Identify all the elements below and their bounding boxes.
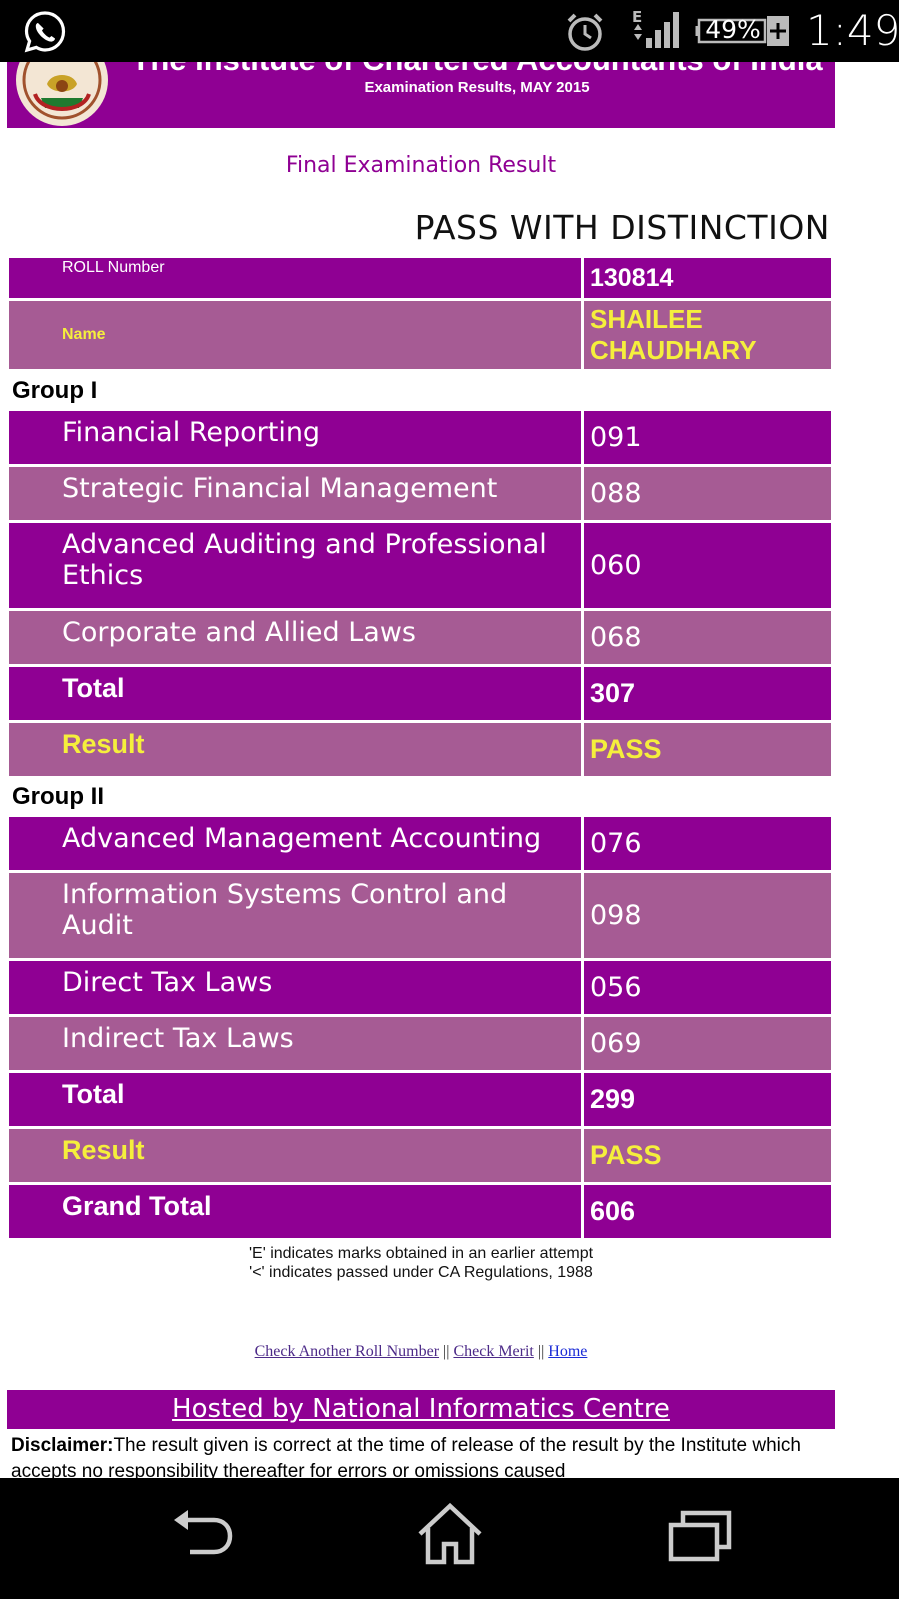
table-row: ROLL Number 130814 [9,258,834,301]
subject-marks: 076 [584,817,834,873]
subject-marks: 056 [584,961,834,1017]
whatsapp-icon [24,11,66,53]
table-row: Strategic Financial Management 088 [9,467,834,523]
battery-icon [695,16,789,46]
total-value: 299 [584,1073,834,1129]
home-link[interactable]: Home [548,1343,588,1360]
table-row: Financial Reporting 091 [9,411,834,467]
result-value: PASS [584,1129,834,1185]
table-row: Name SHAILEE CHAUDHARY [9,301,834,372]
subject-marks: 091 [584,411,834,467]
table-row: Grand Total 606 [9,1185,834,1241]
name-label: Name [9,301,584,372]
result-value: PASS [584,723,834,779]
roll-value: 130814 [584,258,834,301]
disclaimer-label: Disclaimer: [11,1435,114,1456]
footer-links: Check Another Roll Number || Check Merit… [0,1343,842,1361]
table-row: Total 307 [9,667,834,723]
total-label: Total [9,667,584,723]
status-bar: E 49% 1:49 [0,0,899,62]
link-separator: || [533,1343,549,1360]
check-merit-link[interactable]: Check Merit [453,1343,534,1360]
roll-label: ROLL Number [9,258,584,301]
subject-name: Strategic Financial Management [9,467,584,523]
total-label: Total [9,1073,584,1129]
group-1-table: Financial Reporting 091 Strategic Financ… [9,411,834,779]
battery-percent: 49% [705,15,761,44]
back-icon[interactable] [170,1506,236,1562]
grand-total-value: 606 [584,1185,834,1241]
banner-subtitle: Examination Results, MAY 2015 [364,79,590,96]
total-value: 307 [584,667,834,723]
disclaimer: Disclaimer:The result given is correct a… [11,1433,831,1485]
result-label: Result [9,723,584,779]
table-row: Advanced Auditing and Professional Ethic… [9,523,834,611]
table-row: Indirect Tax Laws 069 [9,1017,834,1073]
check-another-roll-link[interactable]: Check Another Roll Number [254,1343,440,1360]
subject-name: Information Systems Control and Audit [9,873,584,961]
subject-name: Advanced Auditing and Professional Ethic… [9,523,584,611]
home-icon[interactable] [414,1500,486,1566]
subject-name: Direct Tax Laws [9,961,584,1017]
subject-marks: 069 [584,1017,834,1073]
header-banner: The Institute of Chartered Accountants o… [7,62,835,128]
navigation-bar [0,1478,899,1599]
link-separator: || [439,1343,454,1360]
result-label: Result [9,1129,584,1185]
candidate-table: ROLL Number 130814 Name SHAILEE CHAUDHAR… [9,258,834,372]
banner-title: The Institute of Chartered Accountants o… [127,62,827,80]
note-ca-regulations: '<' indicates passed under CA Regulation… [249,1264,593,1281]
grand-total-label: Grand Total [9,1185,584,1241]
subject-marks: 088 [584,467,834,523]
subject-name: Corporate and Allied Laws [9,611,584,667]
alarm-icon [567,13,603,51]
subject-name: Financial Reporting [9,411,584,467]
subject-name: Advanced Management Accounting [9,817,584,873]
disclaimer-text: The result given is correct at the time … [11,1435,801,1482]
table-row: Result PASS [9,723,834,779]
subject-marks: 060 [584,523,834,611]
table-row: Result PASS [9,1129,834,1185]
subject-name: Indirect Tax Laws [9,1017,584,1073]
legend-notes: 'E' indicates marks obtained in an earli… [0,1244,842,1282]
clock: 1:49 [806,6,899,55]
table-row: Direct Tax Laws 056 [9,961,834,1017]
group-1-title: Group I [12,377,98,404]
group-2-table: Advanced Management Accounting 076 Infor… [9,817,834,1241]
svg-text:E: E [632,8,642,26]
table-row: Advanced Management Accounting 076 [9,817,834,873]
signal-icon: E [632,8,679,48]
table-row: Information Systems Control and Audit 09… [9,873,834,961]
group-2-title: Group II [12,783,104,810]
recent-apps-icon[interactable] [667,1505,733,1565]
icai-logo [16,62,108,126]
table-row: Total 299 [9,1073,834,1129]
name-value: SHAILEE CHAUDHARY [584,301,834,372]
note-earlier-attempt: 'E' indicates marks obtained in an earli… [248,1245,594,1262]
page-heading: Final Examination Result [285,153,557,178]
subject-marks: 068 [584,611,834,667]
table-row: Corporate and Allied Laws 068 [9,611,834,667]
hosted-by-link[interactable]: Hosted by National Informatics Centre [7,1390,835,1429]
result-status: PASS WITH DISTINCTION [414,208,830,247]
subject-marks: 098 [584,873,834,961]
